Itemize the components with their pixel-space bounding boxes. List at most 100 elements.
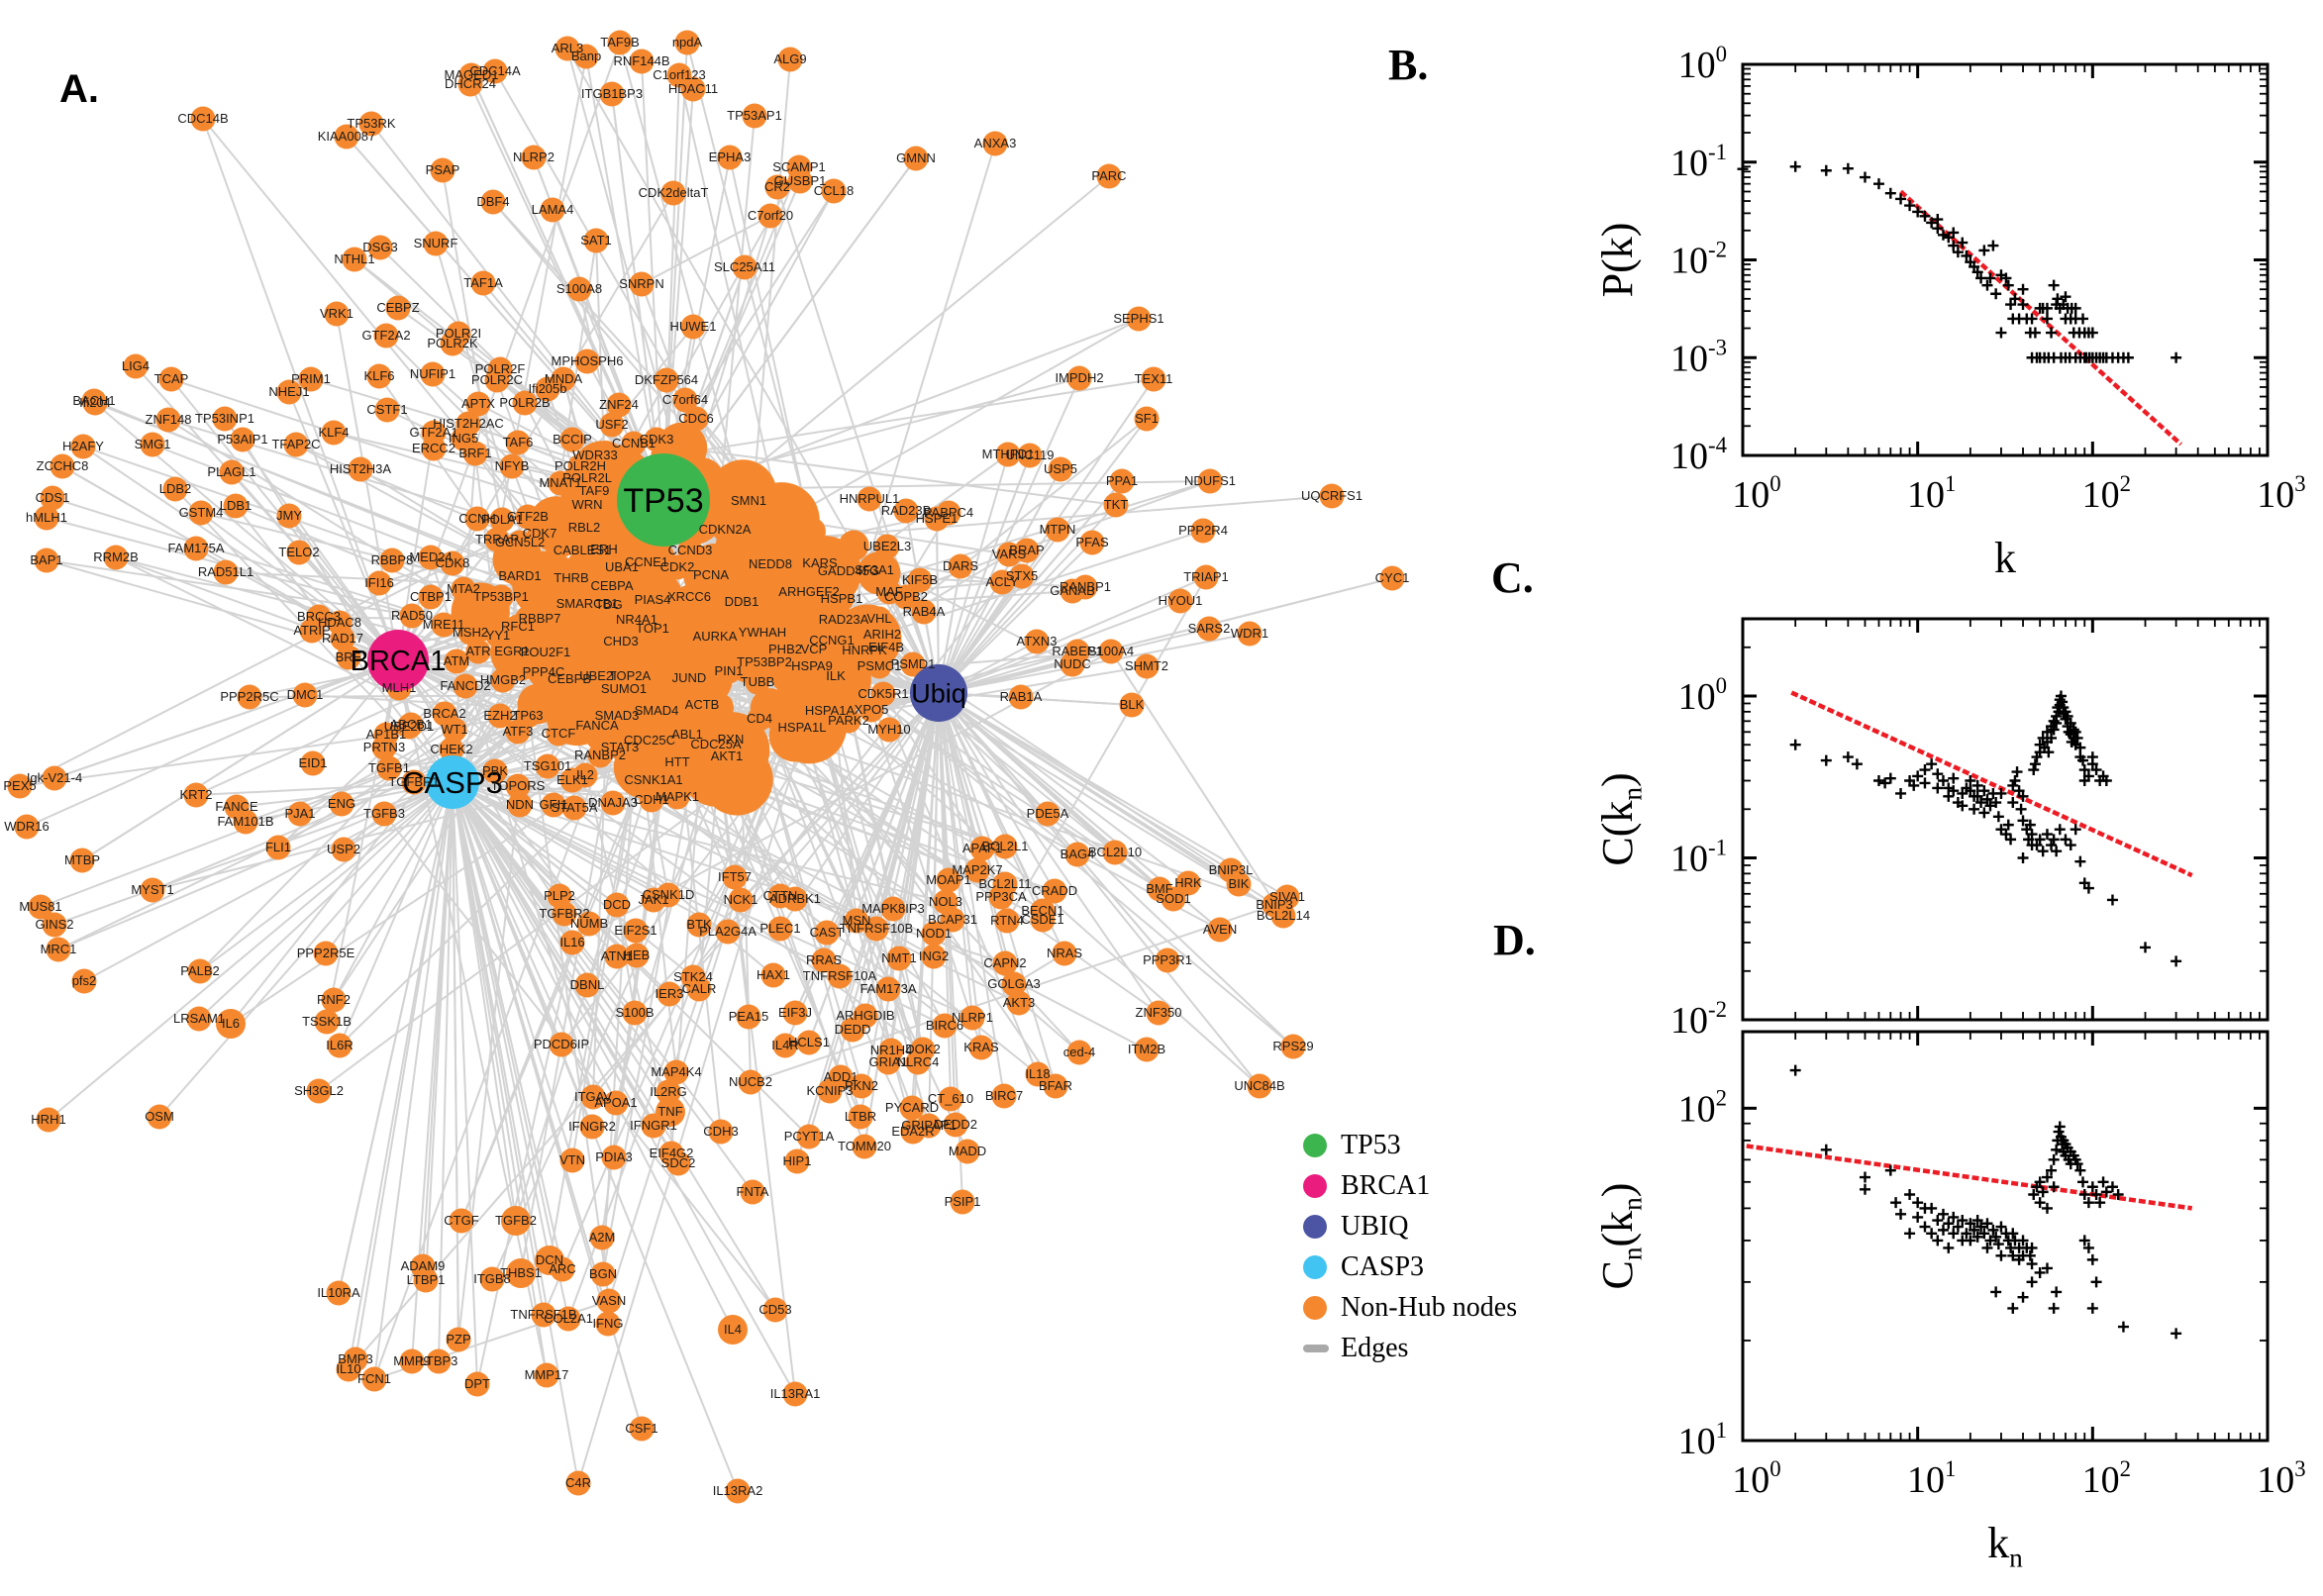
non-hub-node: [1226, 871, 1252, 897]
non-hub-node: [641, 1113, 666, 1139]
node-label: ING5: [449, 431, 478, 446]
node-label: NUMB: [570, 916, 608, 931]
fit-line: [1746, 1144, 2193, 1211]
non-hub-node: [1052, 941, 1077, 966]
data-point: [1992, 811, 2004, 823]
data-point: [2007, 1228, 2019, 1240]
node-label: CDK3: [640, 432, 674, 447]
node-label: ACTB: [685, 697, 720, 712]
data-point: [2017, 790, 2029, 802]
non-hub-node: [899, 1095, 925, 1121]
legend-label: TP53: [1341, 1129, 1401, 1160]
data-point: [2078, 764, 2090, 776]
axis-ticks: [1741, 618, 2270, 1022]
data-point: [1789, 160, 1801, 172]
non-hub-node: [40, 485, 65, 511]
data-point: [1978, 245, 1990, 256]
node-label: TELO2: [278, 545, 319, 559]
non-hub-node: [799, 653, 825, 679]
non-hub-node: [836, 708, 861, 734]
network-edge: [938, 600, 1181, 694]
non-hub-node: [385, 295, 411, 321]
non-hub-node: [698, 562, 724, 588]
y-tick-label: 10-4: [1670, 433, 1728, 477]
data-point: [1957, 237, 1969, 249]
data-point: [1895, 1208, 1907, 1220]
non-hub-node: [292, 682, 318, 708]
node-label: PLEC1: [759, 921, 800, 936]
non-hub-node: [874, 534, 900, 559]
node-label: ARL3: [552, 41, 584, 55]
data-point: [2140, 942, 2152, 953]
non-hub-node: [823, 663, 849, 689]
non-hub-node: [453, 673, 478, 699]
node-label: CDH1: [634, 792, 668, 807]
node-label: RNF2: [317, 992, 351, 1007]
non-hub-node: [499, 639, 525, 664]
node-label: SMG1: [135, 437, 171, 451]
non-hub-node: [1207, 917, 1233, 943]
non-hub-node: [831, 607, 857, 633]
node-label: FAM173A: [859, 981, 916, 996]
node-label: TP53AP1: [727, 108, 782, 123]
non-hub-node: [608, 629, 634, 654]
non-hub-node: [585, 663, 611, 689]
non-hub-node: [893, 584, 919, 610]
node-label: MAP4K4: [651, 1064, 701, 1079]
node-label: IL6: [222, 1016, 240, 1031]
non-hub-node: [1102, 840, 1128, 865]
panel-c-plot: 100 10-1 10-2 C(kn​): [1593, 617, 2270, 1042]
data-point: [2051, 717, 2063, 729]
core-cluster-node: [743, 482, 820, 559]
node-label: RAB4A: [903, 604, 946, 619]
node-label: COL2A1: [544, 1311, 593, 1326]
non-hub-node: [558, 565, 584, 591]
non-hub-node: [624, 943, 650, 968]
node-label: ABL1: [671, 727, 703, 742]
non-hub-node: [601, 1145, 627, 1170]
data-point: [1971, 266, 1983, 278]
non-hub-node: [866, 653, 892, 679]
non-hub-node: [286, 540, 312, 565]
network-edge: [346, 136, 664, 501]
network-edge: [452, 781, 459, 1341]
non-hub-node: [672, 387, 698, 413]
node-label: TGFBR1: [388, 774, 439, 789]
data-point: [2034, 1266, 2046, 1278]
node-label: HEB: [624, 948, 651, 962]
data-point: [1937, 1224, 1949, 1236]
node-label: MPHOSPH6: [552, 353, 624, 368]
data-point: [1990, 1231, 2002, 1243]
panel-b-label: B.: [1388, 41, 1429, 89]
node-label: IL6R: [326, 1038, 353, 1052]
non-hub-node: [772, 637, 798, 662]
non-hub-node: [287, 801, 313, 827]
non-hub-node: [374, 397, 400, 423]
node-label: RPS29: [1272, 1039, 1313, 1053]
data-point: [2046, 327, 2058, 339]
node-label: POLR2I: [436, 326, 481, 341]
node-label: CSNK1D: [643, 887, 695, 902]
node-label: PARC: [1091, 168, 1126, 183]
fit-line: [1790, 690, 2193, 878]
data-point: [2082, 770, 2094, 782]
non-hub-node: [599, 81, 625, 107]
node-label: UBE2I: [579, 668, 617, 683]
node-label: CSTF1: [366, 402, 407, 417]
non-hub-node: [604, 892, 630, 918]
data-point: [1890, 1197, 1902, 1209]
non-hub-node: [1134, 653, 1160, 679]
node-label: TGFB3: [363, 806, 405, 821]
node-label: BTK: [686, 917, 712, 932]
node-label: C1orf123: [653, 67, 705, 82]
non-hub-node: [300, 750, 326, 776]
node-label: CAPN2: [983, 955, 1026, 970]
non-hub-node: [314, 1009, 340, 1035]
non-hub-node: [1247, 1073, 1272, 1099]
node-label: MADD: [949, 1144, 986, 1158]
data-point: [1978, 807, 1990, 819]
node-label: SNURF: [414, 236, 458, 250]
node-label: CDH3: [703, 1124, 738, 1139]
non-hub-node: [313, 941, 339, 966]
